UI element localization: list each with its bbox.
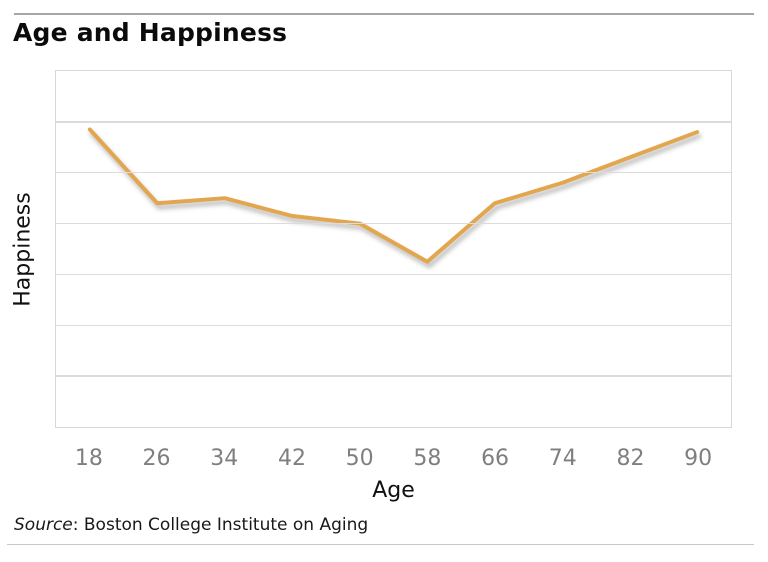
y-axis-label-box: Happiness: [0, 70, 46, 428]
gridline: [56, 375, 731, 377]
x-tick-label: 26: [142, 446, 171, 471]
x-tick-label: 90: [684, 446, 713, 471]
top-rule: [14, 13, 754, 15]
gridline: [56, 121, 731, 123]
gridline: [56, 172, 731, 174]
x-tick-labels: 18 26 34 42 50 58 66 74 82 90: [55, 446, 732, 471]
source-text: : Boston College Institute on Aging: [72, 515, 369, 535]
x-axis-label: Age: [372, 478, 415, 503]
bottom-rule: [7, 544, 754, 545]
gridline: [56, 324, 731, 326]
gridline: [56, 273, 731, 276]
gridline: [56, 222, 731, 225]
x-tick-label: 50: [345, 446, 374, 471]
x-tick-label: 66: [481, 446, 510, 471]
x-tick-label: 18: [74, 446, 103, 471]
y-axis-label: Happiness: [10, 191, 36, 307]
x-tick-label: 42: [277, 446, 306, 471]
happiness-line-svg: [87, 127, 700, 264]
x-tick-label: 74: [548, 446, 577, 471]
plot-area: [55, 70, 732, 428]
x-tick-label: 34: [210, 446, 239, 471]
happiness-line: [87, 127, 700, 264]
x-tick-label: 82: [616, 446, 645, 471]
source-note: Source: Boston College Institute on Agin…: [14, 515, 368, 535]
chart-title: Age and Happiness: [13, 18, 288, 47]
source-label: Source: [14, 515, 73, 535]
x-tick-label: 58: [413, 446, 442, 471]
